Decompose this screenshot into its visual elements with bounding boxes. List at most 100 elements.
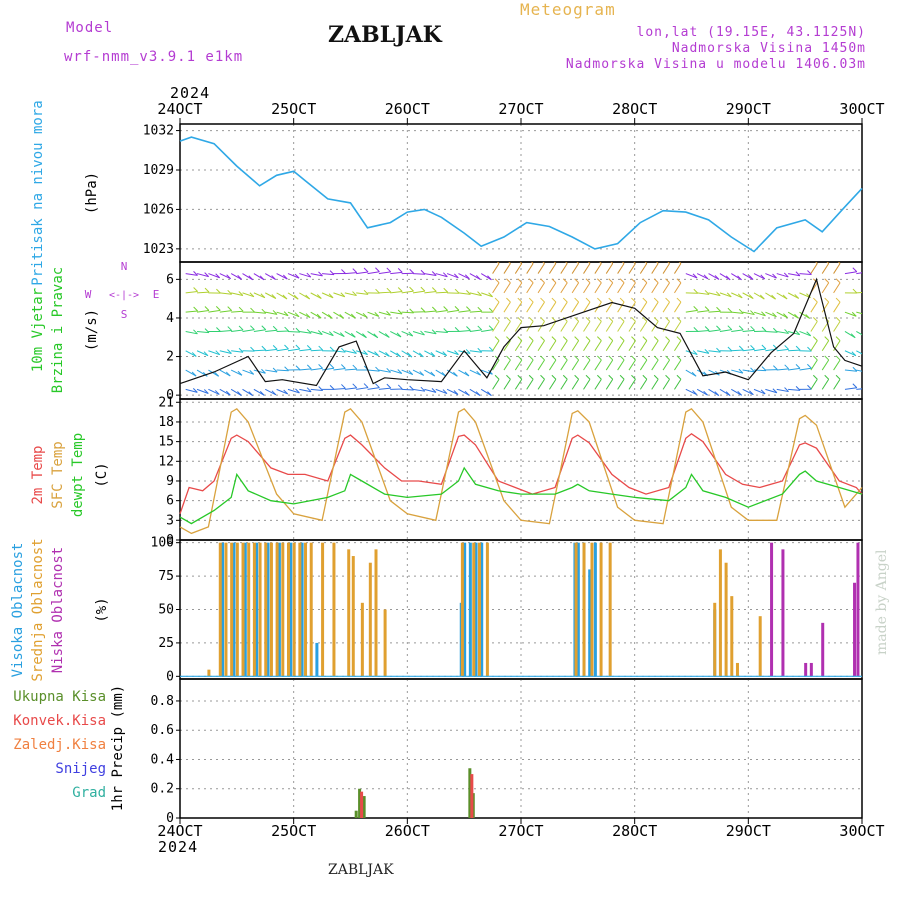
wind-barb-flag	[530, 262, 534, 264]
wind-barb-flag	[494, 336, 500, 342]
wind-barb	[560, 340, 568, 352]
wind-barb-flag	[203, 389, 209, 394]
wind-barb	[617, 282, 625, 294]
wind-barb-flag	[642, 278, 648, 284]
wind-barb-flag	[475, 275, 481, 280]
wind-barb-flag	[373, 333, 379, 339]
wind-barb	[503, 359, 511, 371]
wind-barb-flag	[812, 317, 818, 322]
wind-barb-flag	[692, 273, 698, 279]
wind-barb	[412, 273, 426, 275]
wind-barb	[537, 282, 545, 294]
wind-barb	[185, 310, 198, 313]
altitude-label: Nadmorska Visina 1450m	[671, 41, 866, 56]
wind-barb	[492, 378, 500, 390]
wind-barb-flag	[528, 297, 534, 303]
x-tick-label-bottom: 25OCT	[271, 822, 316, 840]
wind-barb-flag	[608, 297, 614, 303]
wind-barb-flag	[352, 291, 357, 296]
wind-barb-flag	[773, 327, 778, 333]
wind-barb-flag	[610, 262, 614, 264]
wind-barb	[446, 388, 459, 395]
compass-west: W	[85, 288, 92, 301]
wind-barb-flag	[863, 333, 867, 337]
wind-barb-flag	[824, 297, 830, 303]
wind-barb	[344, 387, 357, 390]
wind-barb-flag	[749, 390, 754, 396]
wind-barb	[276, 388, 288, 395]
wind-barb	[628, 321, 636, 332]
wind-barb-flag	[805, 314, 811, 319]
wind-barb	[639, 321, 648, 332]
wind-barb	[378, 387, 391, 390]
cloud-bar-1	[347, 549, 351, 677]
wind-barb-flag	[238, 347, 244, 353]
cloud-bar-1	[286, 542, 290, 677]
wind-barb-flag	[318, 364, 323, 369]
wind-barb	[674, 301, 682, 313]
y-tick-label: 3	[166, 513, 174, 528]
wind-barb	[401, 331, 413, 337]
wind-barb-flag	[350, 332, 356, 338]
wind-barb	[344, 368, 357, 371]
wind-barb-flag	[716, 306, 721, 312]
wind-barb-flag	[665, 336, 670, 342]
cloud-bar-1	[309, 542, 313, 677]
wind-barb-flag	[193, 271, 198, 276]
wind-barb-flag	[653, 278, 659, 284]
wind-barb	[651, 301, 659, 313]
wind-barb-flag	[574, 374, 579, 380]
wind-barb-flag	[642, 336, 648, 342]
compass-east: E	[153, 288, 160, 301]
wind-barb-flag	[249, 292, 255, 298]
wind-barb	[571, 340, 580, 352]
wind-barb-flag	[506, 317, 511, 322]
wind-barb	[571, 282, 580, 294]
wind-barb-flag	[419, 371, 425, 376]
wind-barb-flag	[633, 262, 636, 264]
wind-barb	[708, 292, 721, 297]
wind-barb	[742, 388, 754, 396]
wind-barb-flag	[204, 272, 210, 277]
wind-barb	[583, 301, 591, 313]
wind-barb-flag	[574, 297, 579, 303]
wind-barb-flag	[352, 364, 358, 370]
wind-barb-flag	[225, 371, 231, 377]
wind-barb	[322, 273, 335, 276]
wind-barb-flag	[517, 355, 523, 361]
wind-barb	[492, 282, 500, 294]
x-tick-label-bottom: 27OCT	[498, 822, 543, 840]
wind-barb	[731, 349, 744, 352]
wind-barb-flag	[665, 374, 670, 380]
wind-barb	[242, 292, 255, 298]
wind-barb	[469, 329, 482, 332]
wind-barb-flag	[259, 275, 265, 281]
wind-barb-flag	[750, 325, 755, 331]
compass-south: S	[121, 308, 128, 321]
wind-barb-flag	[294, 273, 300, 279]
wind-barb	[844, 350, 857, 357]
y-tick-label: 1029	[143, 163, 174, 178]
wind-barb	[526, 263, 534, 274]
wind-barb	[617, 359, 625, 371]
wind-barb-flag	[488, 292, 493, 298]
wind-barb-flag	[691, 371, 697, 377]
wind-barb-flag	[454, 350, 459, 355]
wind-barb-flag	[363, 383, 369, 388]
wind-barb	[799, 273, 812, 276]
wind-barb	[310, 349, 323, 352]
wind-barb	[185, 369, 197, 377]
wind-barb	[753, 311, 766, 317]
wind-barb-flag	[397, 287, 403, 292]
wind-barb-flag	[454, 288, 460, 294]
wind-barb-flag	[806, 293, 811, 299]
temp-2m-axis-title: 2m Temp	[30, 445, 46, 504]
wind-barb-flag	[420, 286, 426, 292]
wind-barb-flag	[850, 333, 856, 339]
y-tick-label: 50	[158, 603, 174, 618]
wind-barb	[197, 291, 210, 294]
wind-barb-flag	[852, 383, 858, 389]
wind-barb	[231, 350, 244, 353]
x-tick-label-top: 30OCT	[839, 100, 884, 118]
wind-barb	[651, 321, 659, 332]
